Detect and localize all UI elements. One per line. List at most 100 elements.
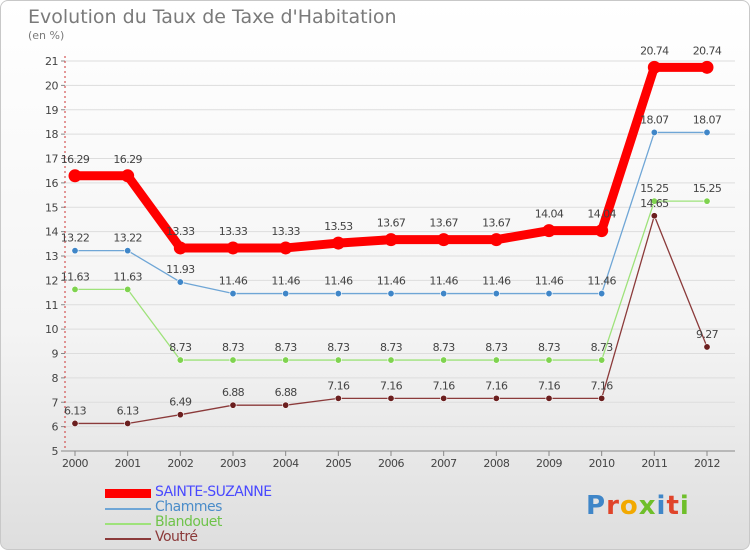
data-label-blandouet: 15.25 [693,182,722,195]
data-label-chammes: 11.46 [324,275,353,288]
data-label-voutr-: 7.16 [485,379,508,392]
y-tick-label: 12 [45,274,58,287]
data-point-chammes [176,278,184,286]
data-point-blandouet [124,285,132,293]
data-point-blandouet [229,356,237,364]
data-point-sainte-suzanne [437,233,451,247]
chart-subtitle: (en %) [28,29,65,42]
data-label-voutr-: 7.16 [591,379,614,392]
data-label-sainte-suzanne: 13.67 [482,217,511,230]
data-label-blandouet: 8.73 [327,341,350,354]
legend-swatch [105,523,151,525]
y-tick-label: 6 [52,421,59,434]
data-label-sainte-suzanne: 16.29 [61,153,90,166]
data-point-sainte-suzanne [542,224,556,238]
data-point-chammes [334,290,342,298]
data-point-voutr- [176,411,184,419]
data-label-sainte-suzanne: 13.33 [219,225,248,238]
data-label-voutr-: 6.49 [169,396,192,409]
data-label-voutr-: 7.16 [380,379,403,392]
x-tick-label: 2008 [483,457,509,470]
data-point-voutr- [650,212,658,220]
data-point-sainte-suzanne [384,233,398,247]
data-label-chammes: 11.46 [429,275,458,288]
legend-label: Blandouet [155,514,222,530]
data-point-sainte-suzanne [226,241,240,255]
data-label-blandouet: 11.63 [61,270,90,283]
proxiti-logo: Proxiti [586,491,690,521]
data-point-blandouet [176,356,184,364]
data-label-voutr-: 7.16 [327,379,350,392]
data-label-voutr-: 6.13 [64,404,87,417]
data-point-blandouet [703,197,711,205]
data-label-voutr-: 7.16 [433,379,456,392]
data-label-sainte-suzanne: 16.29 [113,153,142,166]
data-point-voutr- [492,394,500,402]
data-label-blandouet: 8.73 [275,341,298,354]
data-point-sainte-suzanne [173,241,187,255]
data-label-voutr-: 14.65 [640,197,669,210]
data-label-chammes: 13.22 [61,232,90,245]
data-label-sainte-suzanne: 14.04 [587,208,616,221]
legend-swatch [105,489,151,498]
data-label-voutr-: 7.16 [538,379,561,392]
legend-label: SAINTE-SUZANNE [155,484,272,500]
data-point-sainte-suzanne [279,241,293,255]
data-point-chammes [124,247,132,255]
x-tick-label: 2000 [62,457,88,470]
data-point-sainte-suzanne [489,233,503,247]
y-tick-label: 8 [52,372,59,385]
data-label-blandouet: 8.73 [538,341,561,354]
data-point-voutr- [440,394,448,402]
y-tick-label: 18 [45,128,58,141]
legend-label: Voutré [155,529,198,545]
data-point-blandouet [650,197,658,205]
data-point-chammes [440,290,448,298]
data-point-chammes [229,290,237,298]
data-point-voutr- [703,343,711,351]
data-point-blandouet [282,356,290,364]
data-label-chammes: 18.07 [693,113,722,126]
data-label-voutr-: 6.88 [275,386,298,399]
y-tick-label: 21 [45,55,58,68]
data-point-voutr- [71,419,79,427]
data-label-sainte-suzanne: 13.67 [429,217,458,230]
data-point-blandouet [545,356,553,364]
data-point-chammes [650,128,658,136]
data-label-sainte-suzanne: 20.74 [640,44,669,57]
data-point-blandouet [71,285,79,293]
y-tick-label: 11 [45,299,58,312]
data-label-blandouet: 8.73 [380,341,403,354]
y-tick-label: 17 [45,153,58,166]
data-label-sainte-suzanne: 13.33 [166,225,195,238]
x-tick-label: 2006 [378,457,404,470]
data-point-sainte-suzanne [68,169,82,183]
data-label-chammes: 11.46 [377,275,406,288]
data-label-chammes: 11.46 [587,275,616,288]
data-point-chammes [545,290,553,298]
data-label-voutr-: 6.13 [117,404,140,417]
y-tick-label: 5 [52,445,59,458]
data-label-blandouet: 8.73 [222,341,245,354]
data-point-voutr- [282,401,290,409]
x-tick-label: 2003 [220,457,246,470]
data-point-blandouet [387,356,395,364]
y-tick-label: 14 [45,226,58,239]
data-point-voutr- [545,394,553,402]
legend-label: Chammes [155,499,222,515]
data-point-blandouet [334,356,342,364]
data-point-blandouet [598,356,606,364]
y-tick-label: 20 [45,79,58,92]
data-point-sainte-suzanne [331,236,345,250]
data-label-blandouet: 8.73 [169,341,192,354]
x-tick-label: 2011 [641,457,667,470]
data-label-chammes: 11.93 [166,263,195,276]
data-label-chammes: 11.46 [271,275,300,288]
data-label-chammes: 18.07 [640,113,669,126]
data-point-sainte-suzanne [121,169,135,183]
data-label-blandouet: 11.63 [113,270,142,283]
y-tick-label: 10 [45,323,58,336]
data-point-sainte-suzanne [700,60,714,74]
data-label-blandouet: 8.73 [485,341,508,354]
